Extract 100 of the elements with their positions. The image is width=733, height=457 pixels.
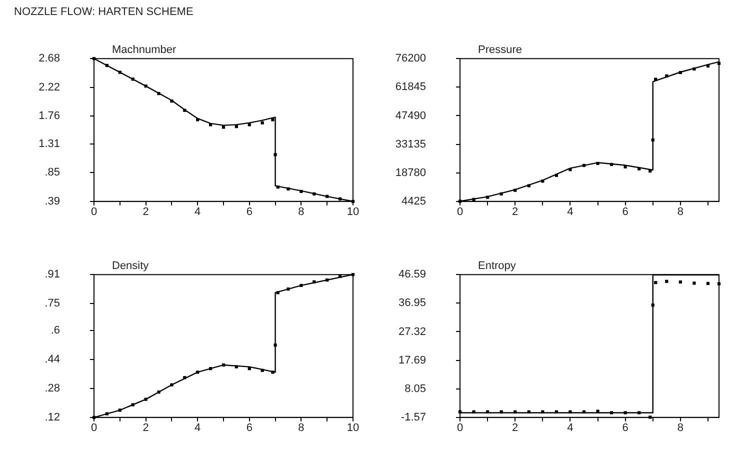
point [234, 125, 238, 128]
x-tick-label: 0 [456, 206, 464, 218]
point [541, 410, 544, 414]
point [326, 194, 329, 198]
y-tick-label: 4425 [402, 195, 426, 208]
point [527, 184, 530, 188]
point [118, 408, 122, 412]
y-tick-label: 46.59 [398, 268, 426, 281]
point [638, 167, 641, 170]
point [196, 118, 200, 122]
chart-title: Density [112, 260, 150, 272]
point [144, 84, 148, 88]
x-tick-label: 8 [677, 422, 684, 434]
point [248, 123, 251, 126]
y-tick-label: 2.22 [38, 81, 60, 94]
point [706, 282, 710, 286]
point [692, 282, 696, 285]
x-tick-label: 10 [346, 422, 360, 434]
point [208, 367, 212, 370]
point [208, 123, 212, 126]
point [651, 304, 654, 307]
point [196, 370, 200, 374]
point [92, 416, 96, 419]
point [458, 200, 462, 203]
point [624, 411, 627, 414]
x-tick-label: 4 [567, 206, 574, 218]
point [300, 190, 303, 193]
point [286, 187, 290, 190]
point [648, 416, 652, 419]
point [582, 410, 586, 414]
point [157, 92, 160, 96]
point [596, 162, 600, 166]
point [472, 198, 476, 202]
x-tick-label: 0 [90, 422, 98, 434]
x-tick-label: 10 [346, 206, 360, 218]
point [183, 108, 186, 112]
x-tick-label: 2 [142, 206, 149, 218]
point [514, 410, 517, 414]
chart-title: Entropy [478, 260, 516, 272]
point [234, 365, 238, 368]
point [260, 121, 264, 124]
x-tick-label: 6 [246, 206, 252, 218]
point [274, 153, 277, 156]
y-tick-label: .39 [44, 195, 60, 208]
y-tick-label: 61845 [395, 81, 426, 94]
point [260, 368, 264, 372]
y-tick-label: 1.76 [38, 110, 60, 122]
point [541, 180, 544, 183]
point [276, 186, 280, 189]
point [92, 57, 96, 60]
point [678, 70, 682, 74]
x-tick-label: 4 [567, 422, 574, 434]
point [554, 410, 558, 414]
point [582, 164, 586, 167]
point [665, 280, 668, 283]
point [472, 410, 476, 414]
point [170, 383, 174, 386]
y-tick-label: 36.95 [398, 297, 426, 310]
y-tick-label: -1.57 [400, 411, 426, 424]
y-tick-label: .28 [44, 382, 60, 395]
point [500, 410, 503, 414]
point [486, 410, 490, 414]
point [338, 197, 342, 200]
y-tick-label: 27.32 [398, 326, 426, 338]
point [351, 273, 355, 276]
point [678, 280, 682, 284]
chart-title: Machnumber [112, 44, 177, 56]
point [271, 118, 274, 122]
y-tick-label: 33135 [395, 138, 426, 150]
point [274, 344, 277, 347]
point [654, 281, 658, 284]
x-tick-label: 8 [298, 206, 304, 218]
point [648, 169, 652, 173]
y-tick-label: .75 [44, 298, 60, 310]
point [118, 70, 122, 74]
point [651, 138, 654, 142]
y-tick-label: .85 [44, 166, 60, 179]
point [105, 412, 109, 416]
point [610, 162, 614, 166]
point [610, 411, 614, 414]
y-tick-label: 17.69 [398, 354, 426, 366]
x-tick-label: 0 [90, 206, 98, 218]
x-tick-label: 0 [456, 422, 464, 434]
point [300, 284, 303, 287]
point [554, 174, 558, 177]
x-tick-label: 2 [512, 422, 518, 434]
y-tick-label: 18780 [395, 166, 426, 179]
point [717, 282, 721, 286]
x-tick-label: 4 [194, 422, 201, 434]
y-tick-label: .6 [50, 324, 60, 337]
y-tick-label: .44 [44, 354, 60, 366]
point [706, 64, 710, 68]
x-tick-label: 8 [298, 422, 304, 434]
point [624, 165, 627, 168]
point [486, 196, 490, 199]
point [692, 67, 696, 70]
point [312, 280, 316, 284]
x-tick-label: 2 [142, 422, 149, 434]
point [131, 78, 134, 81]
point [717, 62, 721, 65]
